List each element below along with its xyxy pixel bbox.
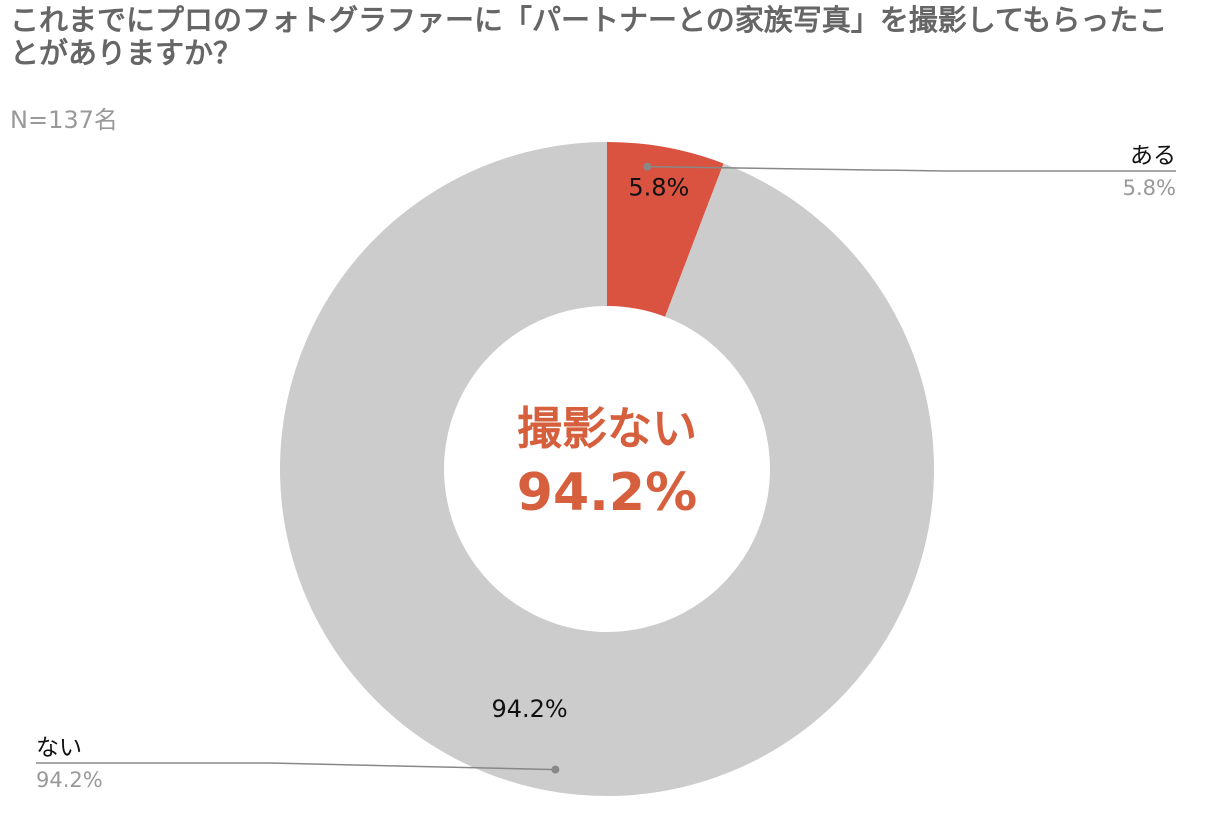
slice-value-label-0: 5.8% <box>628 174 689 202</box>
slice-value-label-1: 94.2% <box>491 695 567 723</box>
slice-labels: 5.8% 94.2% <box>491 174 689 723</box>
donut-slices <box>279 142 935 796</box>
leader-line-1 <box>36 762 556 771</box>
center-value: 94.2% <box>517 463 697 523</box>
leader-line-0 <box>647 165 1176 172</box>
leader-lines <box>36 162 1176 774</box>
callout-legend: ある 5.8% ない 94.2% <box>36 143 1176 792</box>
slice-0 <box>607 142 724 317</box>
center-label: 撮影ない <box>517 402 697 455</box>
legend-value-1: 94.2% <box>36 768 103 792</box>
legend-name-0: ある <box>1130 143 1176 169</box>
chart-title: これまでにプロのフォトグラファーに「パートナーとの家族写真」を撮影してもらったこ… <box>10 3 1168 70</box>
legend-name-1: ない <box>36 735 82 761</box>
chart-subtitle: N=137名 <box>10 106 118 134</box>
slice-1 <box>279 142 935 796</box>
legend-value-0: 5.8% <box>1123 176 1176 200</box>
